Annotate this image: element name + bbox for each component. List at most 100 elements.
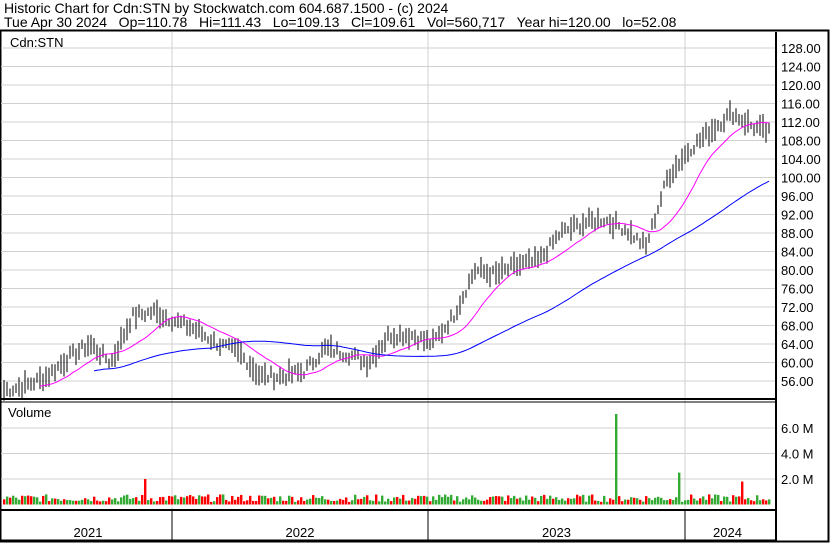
volume-bar: [546, 498, 549, 505]
volume-bar: [450, 494, 453, 505]
volume-tick-label: 2.0 M: [781, 472, 814, 487]
volume-bar: [66, 500, 69, 505]
volume-bar: [87, 499, 90, 505]
volume-bar: [507, 495, 510, 505]
volume-bar: [513, 495, 516, 505]
volume-bar: [753, 501, 756, 505]
volume-bar: [93, 496, 96, 505]
volume-bar: [735, 496, 738, 505]
volume-bar: [609, 498, 612, 505]
volume-bar: [597, 500, 600, 505]
volume-bar: [207, 494, 210, 505]
price-tick-label: 72.00: [781, 300, 814, 315]
symbol-label: Cdn:STN: [10, 35, 63, 50]
volume-bar: [81, 499, 84, 505]
volume-bar: [471, 495, 474, 505]
volume-bar: [666, 500, 669, 505]
volume-bar: [681, 501, 684, 505]
volume-bar: [444, 494, 447, 505]
volume-bar: [633, 497, 636, 505]
volume-bar: [726, 496, 729, 505]
volume-bar: [624, 499, 627, 505]
volume-bar: [435, 499, 438, 505]
volume-bar: [186, 496, 189, 505]
volume-bar: [438, 494, 441, 505]
volume-bar: [168, 495, 171, 505]
volume-bar: [111, 499, 114, 505]
volume-bar: [75, 500, 78, 505]
volume-bar: [315, 497, 318, 505]
price-tick-label: 92.00: [781, 208, 814, 223]
volume-bar: [729, 501, 732, 505]
volume-bar: [369, 500, 372, 505]
volume-bar: [723, 496, 726, 505]
volume-bar: [3, 499, 6, 505]
volume-bar: [345, 497, 348, 505]
volume-bar: [486, 499, 489, 505]
volume-bar: [501, 496, 504, 505]
volume-bar: [525, 495, 528, 505]
volume-bar: [561, 498, 564, 505]
volume-bar: [564, 500, 567, 505]
volume-bar: [144, 479, 147, 505]
volume-bar: [180, 496, 183, 505]
price-tick-label: 96.00: [781, 189, 814, 204]
volume-tick-label: 4.0 M: [781, 447, 814, 462]
volume-bar: [18, 499, 21, 505]
volume-bar: [321, 496, 324, 505]
volume-bar: [711, 498, 714, 505]
volume-bar: [396, 497, 399, 505]
volume-bar: [621, 501, 624, 505]
volume-bar: [285, 500, 288, 505]
volume-bar: [600, 501, 603, 505]
volume-bar: [648, 498, 651, 505]
volume-bar: [459, 501, 462, 505]
volume-bar: [249, 495, 252, 505]
volume-bar: [318, 498, 321, 505]
volume-bar: [165, 500, 168, 505]
volume-bar: [336, 500, 339, 505]
volume-bar: [231, 495, 234, 505]
price-tick-label: 76.00: [781, 282, 814, 297]
volume-bar: [366, 495, 369, 505]
volume-bar: [21, 495, 24, 505]
volume-bar: [375, 494, 378, 505]
volume-bar: [549, 495, 552, 505]
volume-bar: [576, 494, 579, 505]
ma-long-line: [93, 180, 770, 372]
volume-bar: [522, 500, 525, 505]
volume-bar: [201, 496, 204, 505]
volume-bar: [306, 499, 309, 505]
volume-bar: [405, 500, 408, 505]
volume-bar: [510, 498, 513, 505]
volume-bar: [171, 496, 174, 505]
volume-bar: [591, 494, 594, 505]
volume-bar: [699, 498, 702, 505]
volume-bar: [678, 472, 681, 505]
volume-bar: [246, 500, 249, 505]
volume-bar: [528, 499, 531, 505]
volume-bar: [282, 500, 285, 505]
volume-bar: [411, 498, 414, 505]
price-tick-label: 112.00: [781, 115, 820, 130]
price-tick-label: 116.00: [781, 97, 820, 112]
volume-bar: [768, 499, 771, 505]
volume-bar: [114, 498, 117, 505]
volume-bar: [462, 499, 465, 505]
volume-bar: [36, 497, 39, 505]
volume-bar: [99, 501, 102, 505]
volume-bar: [132, 498, 135, 505]
volume-bar: [324, 499, 327, 505]
volume-bar: [243, 501, 246, 505]
volume-bar: [669, 499, 672, 505]
volume-bar: [417, 495, 420, 505]
volume-bar: [42, 495, 45, 505]
volume-bar: [30, 496, 33, 505]
volume-bar: [627, 499, 630, 505]
volume-bar: [543, 494, 546, 505]
volume-bar: [60, 500, 63, 505]
x-axis-label: 2023: [542, 525, 571, 540]
price-tick-label: 68.00: [781, 319, 814, 334]
volume-bar: [192, 496, 195, 505]
